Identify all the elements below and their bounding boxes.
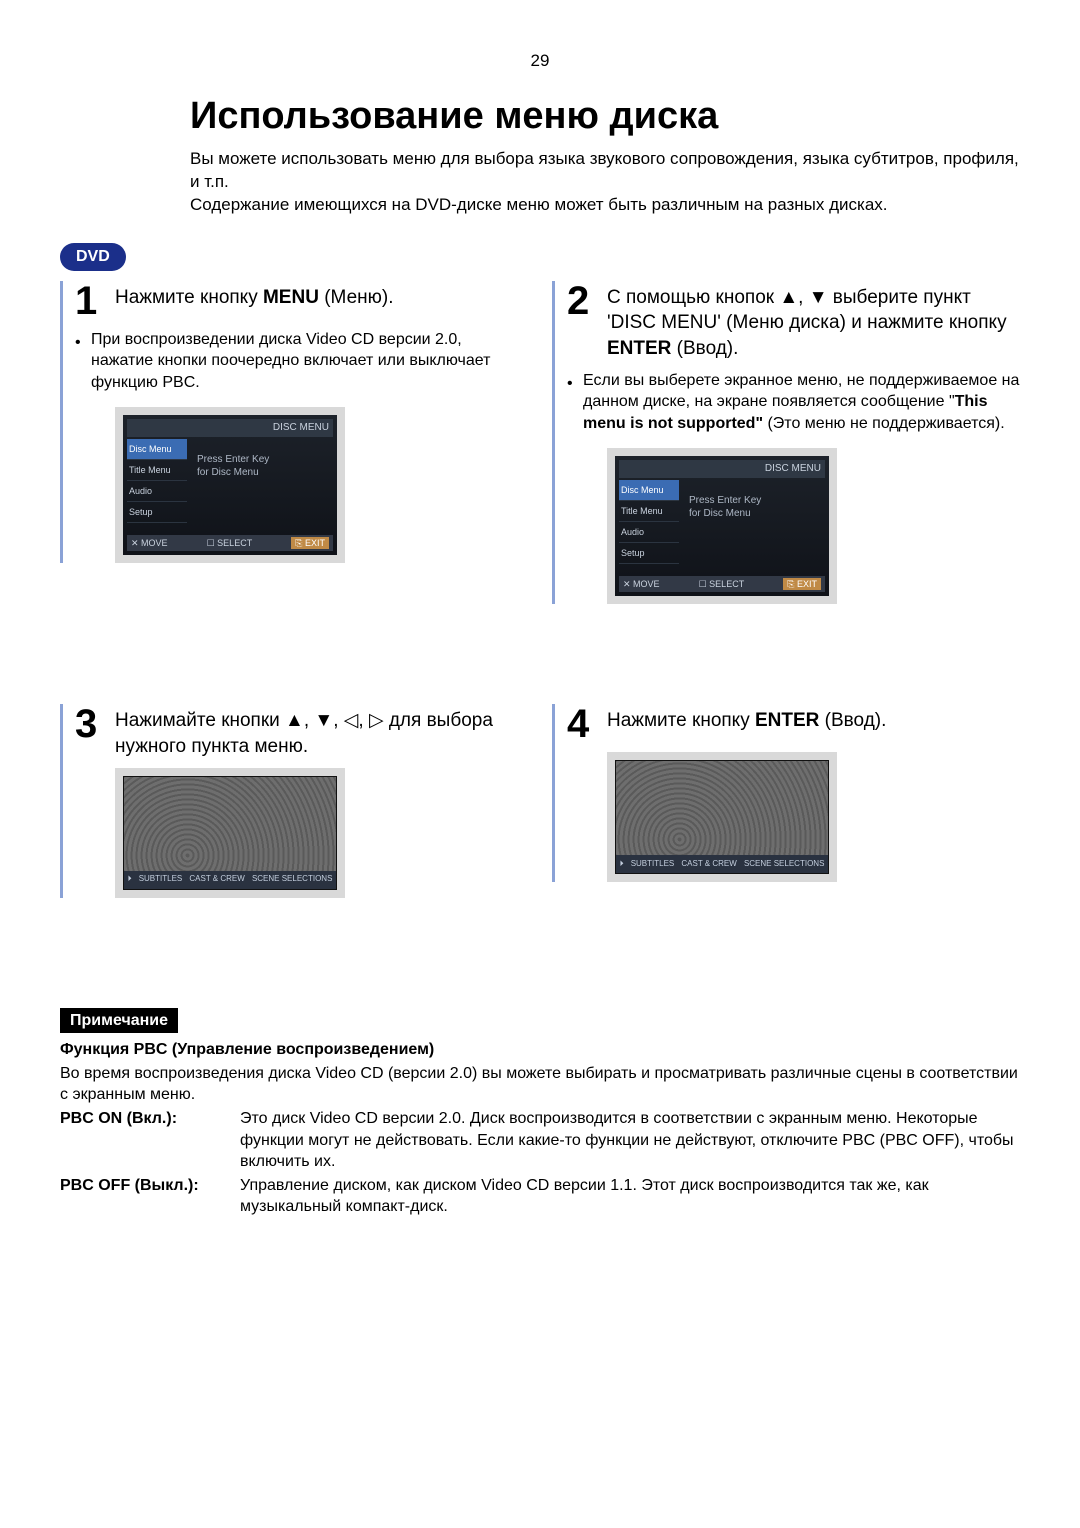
- step-1-text-after: (Меню).: [319, 287, 394, 308]
- osd-msg-line: Press Enter Key: [689, 494, 821, 508]
- osd-item: Audio: [619, 522, 679, 543]
- step-3-number: 3: [75, 704, 105, 744]
- intro-line1: Вы можете использовать меню для выбора я…: [190, 149, 1019, 191]
- osd-menu-list: Disc Menu Title Menu Audio Setup: [127, 439, 187, 524]
- pbc-off-label: PBC OFF (Выкл.):: [60, 1175, 230, 1218]
- intro-line2: Содержание имеющихся на DVD-диске меню м…: [190, 195, 888, 214]
- note-label: Примечание: [60, 1008, 178, 1034]
- osd-foot-select: ☐ SELECT: [207, 537, 253, 549]
- dvd-menu-screenshot-1: ⏵ SUBTITLES CAST & CREW SCENE SELECTIONS: [115, 768, 345, 898]
- step-1-number: 1: [75, 281, 105, 321]
- step-1-bullet-text: При воспроизведении диска Video CD верси…: [91, 329, 528, 394]
- note-section: Примечание Функция PBC (Управление воспр…: [60, 1008, 1020, 1218]
- dvd-menu-strip: ⏵ SUBTITLES CAST & CREW SCENE SELECTIONS: [124, 871, 336, 889]
- step-2-text: С помощью кнопок ▲, ▼ выберите пункт 'DI…: [607, 281, 1020, 362]
- osd-foot-move: ✕ MOVE: [131, 537, 168, 549]
- step-2-bullet-after: (Это меню не поддерживается).: [763, 415, 1005, 432]
- step-4-text-bold: ENTER: [755, 710, 819, 731]
- page-title: Использование меню диска: [190, 91, 1020, 142]
- step-4-text: Нажмите кнопку ENTER (Ввод).: [607, 704, 886, 734]
- pbc-on-row: PBC ON (Вкл.): Это диск Video CD версии …: [60, 1108, 1020, 1173]
- osd-item: Title Menu: [619, 501, 679, 522]
- step-1-text: Нажмите кнопку MENU (Меню).: [115, 281, 394, 311]
- note-heading: Функция PBC (Управление воспроизведением…: [60, 1039, 1020, 1061]
- osd-item: Audio: [127, 481, 187, 502]
- step-3: 3 Нажимайте кнопки ▲, ▼, ◁, ▷ для выбора…: [60, 704, 528, 897]
- dvd-menu-strip: ⏵ SUBTITLES CAST & CREW SCENE SELECTIONS: [616, 855, 828, 873]
- osd-msg-line: for Disc Menu: [689, 507, 821, 521]
- dvd-badge: DVD: [60, 243, 126, 271]
- strip-item: CAST & CREW: [189, 874, 244, 885]
- step-4-text-after: (Ввод).: [819, 710, 886, 731]
- pbc-off-row: PBC OFF (Выкл.): Управление диском, как …: [60, 1175, 1020, 1218]
- osd-msg-line: Press Enter Key: [197, 453, 329, 467]
- osd-foot-exit: ⎘ EXIT: [783, 578, 821, 590]
- osd-footer: ✕ MOVE ☐ SELECT ⎘ EXIT: [127, 535, 333, 551]
- osd-screenshot-2: DISC MENU Disc Menu Title Menu Audio Set…: [607, 448, 837, 604]
- bullet-dot-icon: •: [567, 370, 575, 435]
- step-4-number: 4: [567, 704, 597, 744]
- osd-screenshot-1: DISC MENU Disc Menu Title Menu Audio Set…: [115, 407, 345, 563]
- step-2-bullet-text: Если вы выберете экранное меню, не подде…: [583, 370, 1020, 435]
- step-2-text-before: С помощью кнопок ▲, ▼ выберите пункт 'DI…: [607, 287, 1007, 334]
- pbc-on-text: Это диск Video CD версии 2.0. Диск воспр…: [240, 1108, 1020, 1173]
- strip-item: ⏵: [128, 874, 132, 885]
- osd-header: DISC MENU: [765, 462, 821, 476]
- strip-item: SUBTITLES: [139, 874, 183, 885]
- osd-message: Press Enter Key for Disc Menu: [193, 439, 333, 524]
- step-2-text-bold: ENTER: [607, 338, 671, 359]
- strip-item: SCENE SELECTIONS: [252, 874, 332, 885]
- osd-foot-select: ☐ SELECT: [699, 578, 745, 590]
- osd-menu-list: Disc Menu Title Menu Audio Setup: [619, 480, 679, 565]
- step-4: 4 Нажмите кнопку ENTER (Ввод). ⏵ SUBTITL…: [552, 704, 1020, 882]
- step-2-bullet: • Если вы выберете экранное меню, не под…: [567, 370, 1020, 435]
- dvd-menu-screenshot-2: ⏵ SUBTITLES CAST & CREW SCENE SELECTIONS: [607, 752, 837, 882]
- step-1-bullet: • При воспроизведении диска Video CD вер…: [75, 329, 528, 394]
- osd-foot-move: ✕ MOVE: [623, 578, 660, 590]
- osd-msg-line: for Disc Menu: [197, 466, 329, 480]
- strip-item: ⏵: [620, 859, 624, 870]
- osd-item: Setup: [127, 502, 187, 523]
- step-2-text-after: (Ввод).: [671, 338, 738, 359]
- osd-foot-exit: ⎘ EXIT: [291, 537, 329, 549]
- bullet-dot-icon: •: [75, 329, 83, 394]
- pbc-off-text: Управление диском, как диском Video CD в…: [240, 1175, 1020, 1218]
- step-1-text-before: Нажмите кнопку: [115, 287, 263, 308]
- step-1-text-bold: MENU: [263, 287, 319, 308]
- note-body: Во время воспроизведения диска Video CD …: [60, 1063, 1020, 1106]
- strip-item: CAST & CREW: [681, 859, 736, 870]
- osd-header: DISC MENU: [273, 421, 329, 435]
- osd-item: Setup: [619, 543, 679, 564]
- osd-message: Press Enter Key for Disc Menu: [685, 480, 825, 565]
- step-2: 2 С помощью кнопок ▲, ▼ выберите пункт '…: [552, 281, 1020, 605]
- step-4-text-before: Нажмите кнопку: [607, 710, 755, 731]
- page-number: 29: [60, 50, 1020, 73]
- step-3-text: Нажимайте кнопки ▲, ▼, ◁, ▷ для выбора н…: [115, 704, 528, 759]
- strip-item: SCENE SELECTIONS: [744, 859, 824, 870]
- osd-footer: ✕ MOVE ☐ SELECT ⎘ EXIT: [619, 576, 825, 592]
- osd-item: Disc Menu: [619, 480, 679, 501]
- pbc-on-label: PBC ON (Вкл.):: [60, 1108, 230, 1173]
- step-1: 1 Нажмите кнопку MENU (Меню). • При восп…: [60, 281, 528, 564]
- osd-item: Disc Menu: [127, 439, 187, 460]
- intro-text: Вы можете использовать меню для выбора я…: [190, 148, 1020, 217]
- osd-item: Title Menu: [127, 460, 187, 481]
- strip-item: SUBTITLES: [631, 859, 675, 870]
- step-2-number: 2: [567, 281, 597, 321]
